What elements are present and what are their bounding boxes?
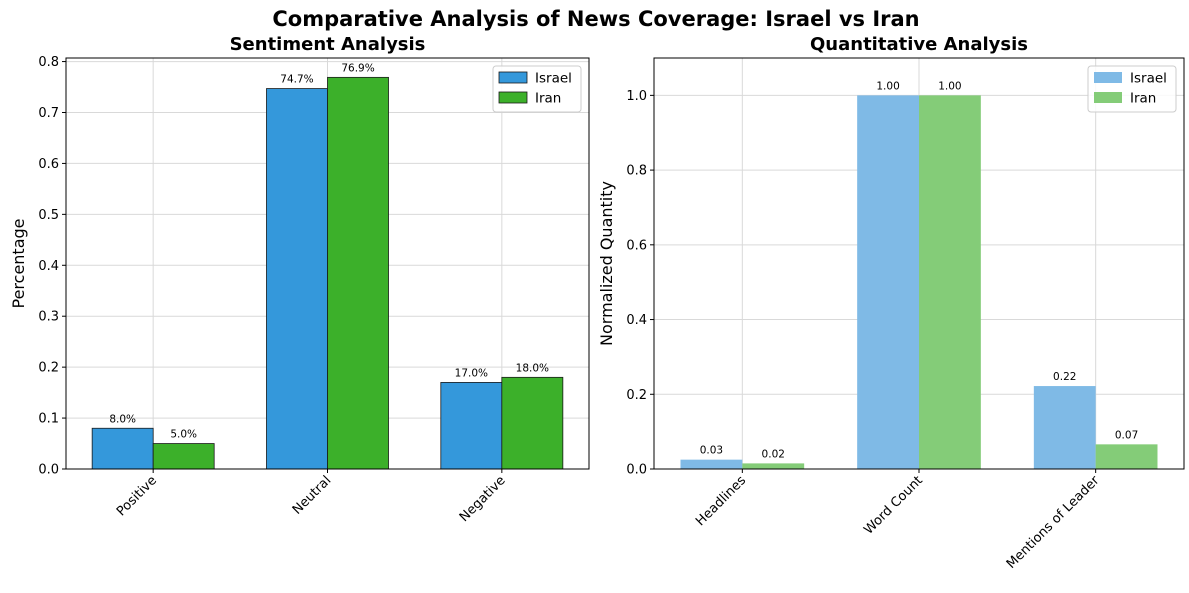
bar-israel-negative xyxy=(440,382,503,470)
bar-israel-mentions-of-leader xyxy=(1033,386,1096,469)
data-label: 1.00 xyxy=(938,80,961,92)
legend-label-israel: Israel xyxy=(535,71,572,87)
data-label: 76.9% xyxy=(341,62,374,74)
bar-iran-neutral xyxy=(327,76,389,470)
bar-iran-mentions-of-leader xyxy=(1095,444,1158,469)
x-tick-label-word-count: Word Count xyxy=(861,473,925,537)
legend-swatch-israel xyxy=(498,71,528,84)
x-tick-label-negative: Negative xyxy=(457,473,509,525)
y-tick-label: 0.4 xyxy=(38,259,59,274)
panel-title: Quantitative Analysis xyxy=(810,34,1028,55)
legend-label-iran: Iran xyxy=(535,91,561,107)
data-label: 0.07 xyxy=(1115,429,1138,441)
quantitative-analysis-chart: Quantitative Analysis0.00.20.40.60.81.00… xyxy=(597,34,1185,572)
x-tick-label-neutral: Neutral xyxy=(290,473,335,518)
y-tick-label: 0.6 xyxy=(38,157,59,172)
data-label: 8.0% xyxy=(109,413,136,425)
data-label: 17.0% xyxy=(455,367,488,379)
x-tick-label-headlines: Headlines xyxy=(693,473,749,529)
panel-title: Sentiment Analysis xyxy=(230,34,426,55)
data-label: 0.22 xyxy=(1053,371,1076,383)
y-tick-label: 1.0 xyxy=(626,89,647,104)
data-label: 18.0% xyxy=(516,362,549,374)
sentiment-analysis-chart: Sentiment Analysis 0.0 0.1 0.2 0.3 0.4 0.5 0.6 0… xyxy=(9,34,590,525)
figure-title: Comparative Analysis of News Coverage: I… xyxy=(272,7,919,31)
y-axis-label: Percentage xyxy=(9,218,28,308)
y-tick-label: 0.8 xyxy=(626,164,647,179)
y-tick-label: 0.6 xyxy=(626,238,647,253)
legend: Israel Iran xyxy=(492,65,582,113)
y-tick-label: 0.2 xyxy=(626,388,647,403)
y-axis-label: Normalized Quantity xyxy=(597,181,616,346)
y-tick-label: 0.7 xyxy=(38,106,59,121)
bar-iran-negative xyxy=(501,376,564,470)
y-tick-label: 0.8 xyxy=(38,55,59,70)
legend-swatch-israel xyxy=(1094,72,1122,83)
data-label: 0.02 xyxy=(762,448,785,460)
y-tick-label: 0.5 xyxy=(38,208,59,223)
bar-israel-headlines xyxy=(680,459,743,469)
legend-label-israel: Israel xyxy=(1130,71,1167,87)
legend-swatch-iran xyxy=(1094,92,1122,103)
y-tick-label: 0.4 xyxy=(626,313,647,328)
y-tick-label: 0.2 xyxy=(38,361,59,376)
y-tick-label: 0.1 xyxy=(38,412,59,427)
data-label: 0.03 xyxy=(700,445,723,457)
bar-iran-headlines xyxy=(742,463,805,469)
x-tick-label-positive: Positive xyxy=(114,473,160,519)
legend: Israel Iran xyxy=(1087,65,1177,113)
data-label: 1.00 xyxy=(876,80,899,92)
bar-iran-word-count xyxy=(919,95,981,469)
legend-label-iran: Iran xyxy=(1130,91,1156,107)
data-label: 5.0% xyxy=(170,429,197,441)
bar-israel-neutral xyxy=(266,88,328,470)
y-tick-label: 0.0 xyxy=(38,463,59,478)
x-tick-label-mentions-of-leader: Mentions of Leader xyxy=(1004,473,1103,572)
data-label: 74.7% xyxy=(280,74,313,86)
bar-iran-positive xyxy=(152,443,215,470)
y-tick-label: 0.3 xyxy=(38,310,59,325)
y-tick-label: 0.0 xyxy=(626,463,647,478)
legend-swatch-iran xyxy=(498,91,528,104)
bar-israel-positive xyxy=(91,427,154,470)
bar-israel-word-count xyxy=(857,95,919,469)
